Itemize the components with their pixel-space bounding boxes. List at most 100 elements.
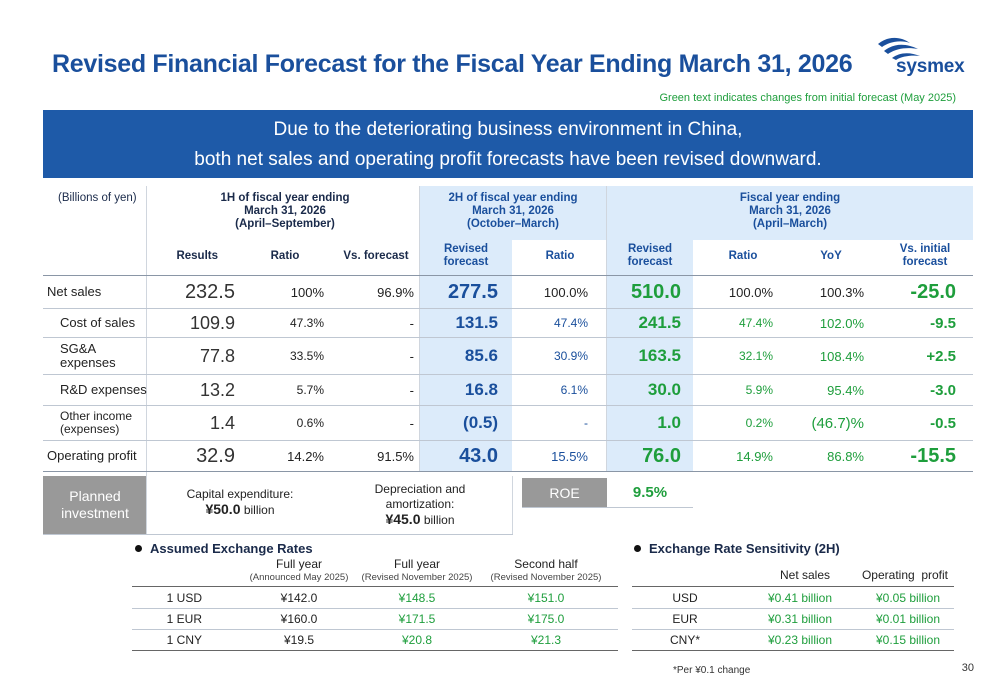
op-profit-vs-initial: -15.5: [910, 444, 956, 467]
sens-eur-op-profit: ¥0.01 billion: [875, 612, 941, 626]
yoy-header: YoY: [820, 249, 842, 262]
net-sales-ratio: 100%: [290, 284, 324, 300]
row-rule: [43, 440, 973, 441]
other-income-ratio: 0.6%: [296, 416, 324, 430]
investment-right-edge: [512, 476, 513, 534]
sga-h2-revised: 85.6: [464, 346, 498, 365]
row-label-sga: SG&A expenses: [60, 341, 116, 370]
header-rule: [43, 275, 973, 276]
other-income-results: 1.4: [209, 412, 235, 433]
net-sales-yoy: 100.3%: [819, 284, 864, 300]
cny-label: 1 CNY: [166, 633, 202, 647]
sensitivity-header-rule: [632, 586, 954, 587]
row-rule: [43, 471, 973, 472]
unit-label: (Billions of yen): [58, 191, 137, 204]
row-rule: [43, 374, 973, 375]
cost-of-sales-results: 109.9: [189, 312, 235, 333]
h2-header-shade: [420, 186, 606, 240]
sensitivity-row-rule: [632, 629, 954, 630]
net-sales-vs-forecast: 96.9%: [377, 284, 414, 300]
row-rule: [43, 337, 973, 338]
sga-fy-ratio: 32.1%: [738, 349, 773, 363]
cost-of-sales-vs-initial: -9.5: [930, 314, 956, 332]
row-rule: [43, 405, 973, 406]
exchange-bottom-rule: [132, 650, 618, 651]
sens-cny-op-profit: ¥0.15 billion: [875, 633, 941, 647]
rd-fy-revised: 30.0: [647, 380, 681, 399]
depreciation-value: ¥45.0: [385, 511, 421, 527]
eur-revised-2h: ¥175.0: [527, 612, 565, 626]
row-label-operating-profit: Operating profit: [47, 448, 137, 463]
sga-h2-ratio: 30.9%: [553, 349, 588, 363]
sysmex-logo-icon: [878, 37, 920, 60]
h2-revised-shade: [420, 240, 512, 471]
fy-revised-header: Revised forecast: [627, 243, 673, 268]
rd-h2-ratio: 6.1%: [560, 383, 588, 397]
net-sales-fy-revised: 510.0: [630, 280, 681, 303]
op-profit-fy-ratio: 14.9%: [736, 448, 773, 464]
roe-label: ROE: [522, 478, 607, 507]
sensitivity-title: Exchange Rate Sensitivity (2H): [634, 541, 840, 556]
rd-fy-ratio: 5.9%: [745, 383, 773, 397]
net-sales-fy-ratio: 100.0%: [728, 284, 773, 300]
cost-of-sales-vs-forecast: -: [409, 315, 414, 331]
cost-of-sales-h2-ratio: 47.4%: [553, 316, 588, 330]
exchange-header-1: Full year (Announced May 2025): [249, 557, 349, 584]
row-label-net-sales: Net sales: [47, 284, 102, 299]
op-profit-yoy: 86.8%: [827, 448, 864, 464]
exchange-row-rule: [132, 608, 618, 609]
net-sales-h2-ratio: 100.0%: [543, 284, 588, 300]
sens-eur-net-sales: ¥0.31 billion: [767, 612, 833, 626]
net-sales-vs-initial: -25.0: [910, 280, 956, 303]
rd-h2-revised: 16.8: [464, 380, 498, 399]
ratio1-header: Ratio: [270, 249, 300, 262]
sga-results: 77.8: [199, 345, 235, 366]
exchange-header-rule: [132, 586, 618, 587]
investment-separator: [146, 476, 147, 534]
exchange-header-3: Second half (Revised November 2025): [490, 557, 602, 584]
sga-ratio: 33.5%: [289, 349, 324, 363]
sens-cny-net-sales: ¥0.23 billion: [767, 633, 833, 647]
col-separator: [146, 186, 147, 476]
fy-header-shade: [607, 186, 973, 240]
rd-vs-initial: -3.0: [930, 381, 956, 399]
cny-revised-fy: ¥20.8: [401, 633, 433, 647]
bullet-icon: [634, 545, 641, 553]
other-income-h2-ratio: -: [584, 416, 588, 430]
capex-value: ¥50.0: [205, 500, 241, 517]
cost-of-sales-fy-ratio: 47.4%: [738, 316, 773, 330]
vs-forecast-header: Vs. forecast: [343, 249, 409, 262]
ratio3-header: Ratio: [728, 249, 758, 262]
op-profit-h2-revised: 43.0: [459, 444, 498, 467]
other-income-vs-initial: -0.5: [930, 414, 956, 432]
row-label-cost-of-sales: Cost of sales: [60, 315, 136, 330]
sens-cny-label: CNY*: [669, 633, 700, 647]
sens-usd-net-sales: ¥0.41 billion: [767, 591, 833, 605]
investment-rule: [43, 534, 513, 535]
cost-of-sales-h2-revised: 131.5: [455, 313, 498, 332]
row-label-rd: R&D expenses: [60, 382, 147, 397]
bullet-icon: [135, 545, 142, 553]
rd-ratio: 5.7%: [296, 383, 324, 397]
sensitivity-bottom-rule: [632, 650, 954, 651]
capex-block: Capital expenditure: ¥50.0 billion: [150, 480, 330, 524]
exchange-header-2: Full year (Revised November 2025): [361, 557, 473, 584]
cost-of-sales-fy-revised: 241.5: [638, 313, 681, 332]
op-profit-results: 32.9: [196, 444, 235, 467]
op-profit-ratio: 14.2%: [287, 448, 324, 464]
banner-line-2: both net sales and operating profit fore…: [194, 149, 822, 170]
other-income-yoy: (46.7)%: [811, 414, 864, 432]
logo-text: sysmex: [896, 56, 965, 77]
depreciation-unit: billion: [423, 513, 455, 527]
sensitivity-footnote: *Per ¥0.1 change: [673, 665, 751, 676]
sens-usd-label: USD: [672, 591, 698, 605]
other-income-fy-revised: 1.0: [657, 413, 681, 432]
usd-announced: ¥142.0: [280, 591, 318, 605]
cny-revised-2h: ¥21.3: [530, 633, 562, 647]
page-title: Revised Financial Forecast for the Fisca…: [52, 50, 853, 78]
op-profit-vs-forecast: 91.5%: [377, 448, 414, 464]
eur-announced: ¥160.0: [280, 612, 318, 626]
sens-eur-label: EUR: [672, 612, 698, 626]
usd-revised-fy: ¥148.5: [398, 591, 436, 605]
capex-label: Capital expenditure:: [186, 486, 294, 501]
